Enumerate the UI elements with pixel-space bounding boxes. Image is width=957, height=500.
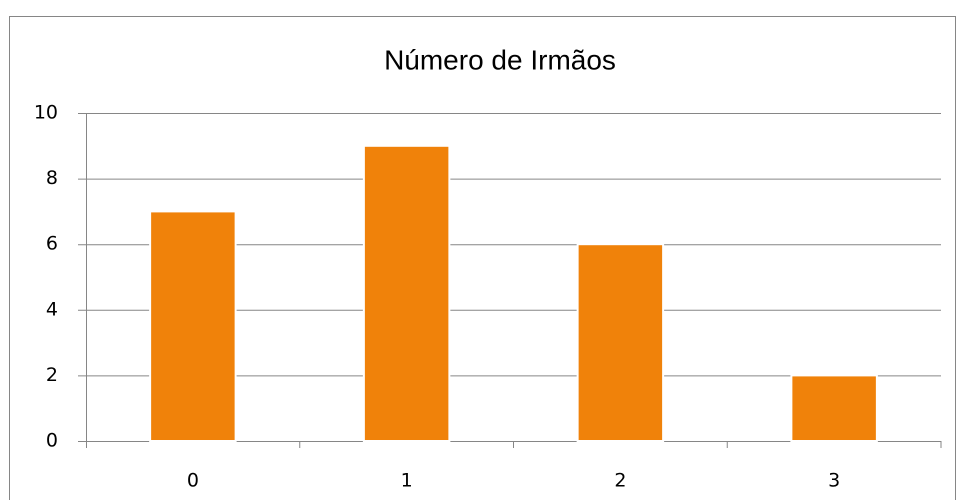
x-tick-label: 1 <box>401 470 413 492</box>
y-tick-label: 4 <box>46 298 58 320</box>
x-tick-label: 3 <box>828 470 840 492</box>
bar <box>362 144 451 443</box>
x-tick-label: 0 <box>187 470 199 492</box>
chart-title: Número de Irmãos <box>384 44 616 75</box>
bar <box>576 243 665 442</box>
x-tick-label: 2 <box>614 470 626 492</box>
y-tick-label: 2 <box>46 364 58 386</box>
y-tick-label: 8 <box>46 167 58 189</box>
bar <box>790 374 878 442</box>
y-tick-label: 6 <box>46 233 58 255</box>
bar <box>149 210 237 442</box>
y-tick-label: 10 <box>34 102 58 124</box>
y-tick-label: 0 <box>46 430 58 452</box>
